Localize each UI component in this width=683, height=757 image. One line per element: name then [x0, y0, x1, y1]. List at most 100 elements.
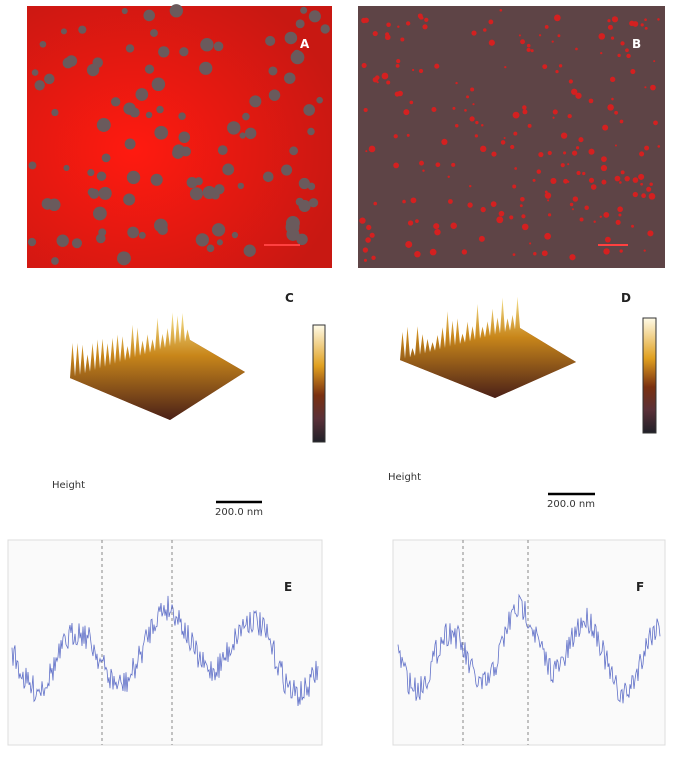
texture-dot	[386, 80, 391, 85]
texture-dot	[60, 28, 67, 35]
texture-dot	[242, 112, 250, 121]
texture-dot	[363, 108, 368, 113]
texture-dot	[607, 19, 611, 23]
texture-dot	[138, 231, 146, 239]
texture-dot	[558, 64, 563, 68]
texture-dot	[571, 208, 574, 211]
texture-dot	[429, 248, 437, 256]
texture-dot	[179, 47, 189, 57]
texture-dot	[143, 9, 155, 22]
texture-dot	[395, 63, 400, 68]
texture-dot	[402, 199, 406, 204]
texture-dot	[431, 106, 437, 113]
texture-dot	[509, 215, 514, 220]
texture-dot	[368, 145, 376, 153]
texture-dot	[262, 171, 274, 183]
texture-dot	[434, 63, 440, 69]
texture-dot	[298, 199, 311, 212]
texture-dot	[62, 57, 74, 69]
texture-dot	[569, 254, 576, 261]
texture-dot	[632, 21, 639, 27]
texture-dot	[643, 249, 646, 252]
texture-dot	[607, 24, 613, 30]
texture-dot	[407, 220, 414, 226]
color-bar	[312, 324, 326, 443]
texture-dot	[178, 131, 191, 144]
texture-dot	[519, 204, 523, 208]
texture-dot	[96, 118, 111, 132]
texture-dot	[638, 173, 645, 180]
texture-dot	[590, 184, 597, 190]
texture-dot	[44, 73, 55, 85]
scale-label: 200.0 nm	[215, 507, 263, 518]
texture-dot	[601, 156, 607, 162]
texture-dot	[158, 46, 170, 58]
texture-dot	[503, 136, 506, 140]
texture-dot	[283, 72, 296, 84]
texture-dot	[316, 96, 323, 104]
texture-dot	[513, 131, 518, 136]
texture-dot	[640, 182, 643, 186]
texture-dot	[657, 18, 660, 21]
texture-dot	[572, 196, 579, 202]
texture-dot	[51, 257, 59, 265]
texture-dot	[563, 178, 569, 184]
texture-dot	[483, 28, 487, 32]
texture-dot	[237, 182, 245, 190]
caption: Height	[52, 480, 85, 491]
texture-dot	[611, 97, 614, 101]
texture-dot	[213, 41, 224, 52]
texture-dot	[110, 97, 121, 107]
texture-dot	[575, 47, 578, 51]
texture-dot	[520, 39, 526, 45]
texture-dot	[630, 69, 636, 75]
texture-dot	[39, 40, 47, 48]
texture-dot	[157, 224, 168, 236]
texture-dot	[409, 100, 414, 105]
texture-dot	[541, 250, 548, 257]
texture-dot	[469, 116, 475, 122]
texture-dot	[496, 216, 504, 224]
texture-dot	[129, 107, 140, 118]
texture-dot	[657, 145, 661, 148]
texture-dot	[632, 177, 639, 183]
panel-label: E	[284, 580, 292, 594]
texture-dot	[186, 176, 198, 189]
texture-dot	[34, 80, 45, 91]
texture-dot	[475, 120, 479, 125]
texture-dot	[499, 8, 503, 12]
texture-dot	[214, 184, 225, 195]
texture-dot	[359, 217, 366, 224]
texture-dot	[614, 175, 621, 182]
texture-dot	[472, 103, 475, 106]
texture-dot	[604, 236, 611, 243]
caption: Height	[388, 472, 421, 483]
texture-dot	[144, 64, 155, 74]
texture-dot	[394, 91, 400, 97]
texture-dot	[610, 36, 615, 40]
texture-dot	[480, 145, 487, 153]
texture-dot	[393, 162, 399, 169]
texture-dot	[414, 250, 421, 258]
texture-dot	[145, 111, 153, 119]
texture-dot	[447, 199, 453, 204]
afm-image-b	[358, 6, 665, 268]
texture-dot	[617, 53, 621, 58]
profile-frame	[392, 539, 666, 746]
texture-dot	[646, 186, 652, 192]
texture-dot	[607, 104, 614, 111]
texture-dot	[504, 66, 507, 69]
texture-dot	[461, 249, 468, 255]
texture-dot	[71, 238, 83, 249]
texture-dot	[126, 170, 141, 185]
texture-dot	[533, 252, 537, 256]
texture-dot	[98, 228, 107, 237]
texture-dot	[588, 148, 595, 155]
texture-dot	[563, 151, 567, 155]
surface-3d	[400, 296, 576, 398]
texture-dot	[553, 14, 561, 22]
texture-dot	[471, 30, 477, 36]
texture-dot	[582, 171, 586, 176]
texture-dot	[86, 63, 100, 77]
